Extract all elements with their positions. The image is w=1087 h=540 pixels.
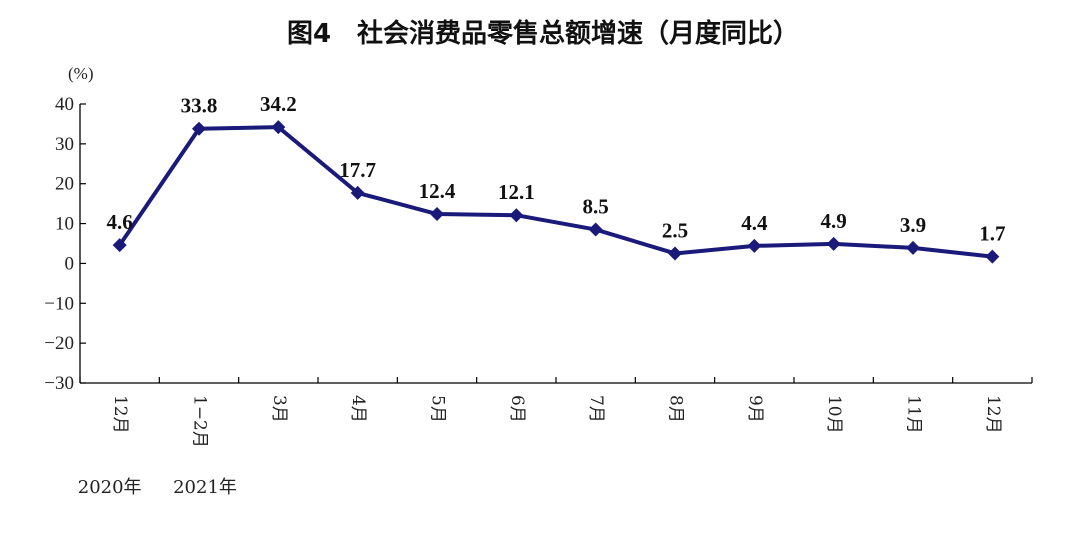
data-label: 1.7 — [979, 222, 1005, 246]
data-marker — [588, 222, 603, 237]
data-label: 12.1 — [498, 180, 535, 204]
x-axis-ticks: 12月 1−2月 3月 4月 5月 6月 7月 8月 9月 10月 11月 12月 — [79, 377, 1033, 448]
data-label: 2.5 — [662, 218, 688, 242]
y-tick-label: −10 — [44, 293, 74, 314]
data-label: 4.6 — [107, 210, 133, 234]
data-label: 17.7 — [339, 158, 376, 182]
x-tick-label: 12月 — [110, 395, 130, 434]
data-labels: 4.6 33.8 34.2 17.7 12.4 12.1 8.5 2.5 4.4 4.9 3.9 1.… — [107, 92, 1006, 246]
y-tick-label: 40 — [55, 94, 74, 115]
year-label: 2021年 — [173, 477, 237, 498]
data-marker — [509, 208, 524, 223]
data-marker — [985, 249, 1000, 264]
x-tick-label: 7月 — [586, 395, 606, 423]
data-marker — [430, 207, 444, 222]
data-marker — [668, 246, 682, 261]
data-marker — [747, 238, 762, 253]
year-labels: 2020年 2021年 — [78, 477, 237, 498]
data-label: 4.9 — [821, 209, 847, 233]
data-label: 8.5 — [583, 195, 609, 219]
x-tick-label: 9月 — [745, 395, 765, 423]
data-marker — [906, 240, 920, 255]
data-marker — [112, 238, 127, 253]
y-tick-label: 20 — [55, 174, 74, 195]
data-marker — [826, 236, 841, 251]
series-line — [118, 125, 993, 259]
chart-title: 图4 社会消费品零售总额增速（月度同比） — [287, 18, 799, 49]
x-tick-label: 12月 — [983, 395, 1003, 434]
data-label: 12.4 — [419, 179, 456, 203]
data-label: 33.8 — [181, 94, 218, 118]
data-marker — [271, 120, 286, 135]
y-tick-label: 0 — [65, 253, 75, 274]
data-markers — [112, 120, 1000, 264]
year-label: 2020年 — [78, 477, 142, 498]
y-tick-label: 30 — [55, 134, 74, 155]
x-tick-label: 6月 — [507, 395, 527, 423]
y-axis-ticks: 40 30 20 10 0 −10 −20 −30 — [44, 94, 86, 394]
x-tick-label: 10月 — [824, 395, 844, 434]
data-label: 4.4 — [741, 211, 768, 235]
x-tick-label: 5月 — [428, 395, 448, 423]
x-tick-label: 8月 — [666, 395, 686, 423]
y-axis-unit: (%) — [68, 64, 93, 83]
x-tick-label: 3月 — [269, 395, 289, 423]
data-label: 3.9 — [900, 213, 926, 237]
series-line-path — [118, 125, 993, 259]
y-tick-label: −30 — [44, 373, 74, 394]
axes — [79, 104, 1032, 384]
data-marker — [350, 185, 365, 200]
data-marker — [192, 121, 206, 136]
y-tick-label: 10 — [55, 214, 74, 235]
x-tick-label: 4月 — [348, 395, 368, 423]
y-tick-label: −20 — [44, 333, 74, 354]
x-tick-label: 11月 — [904, 395, 924, 434]
x-tick-label: 1−2月 — [190, 395, 210, 448]
data-label: 34.2 — [260, 92, 297, 116]
